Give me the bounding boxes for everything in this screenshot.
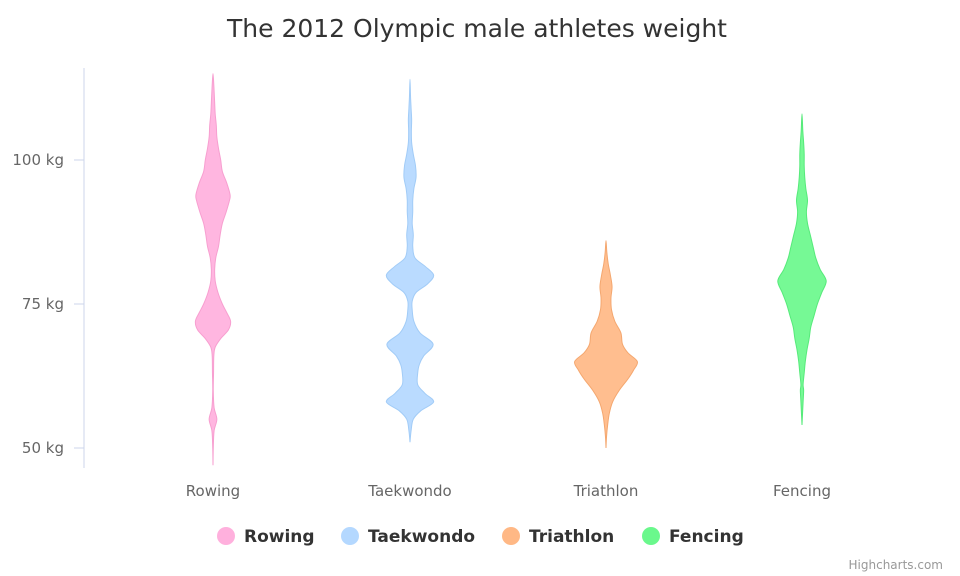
violin-triathlon[interactable] [573,240,639,449]
violin-taekwondo[interactable] [385,78,435,443]
x-category-label: Triathlon [573,482,639,500]
violin-rowing[interactable] [194,73,232,466]
x-axis: Rowing Taekwondo Triathlon Fencing [186,482,831,500]
x-category-label: Rowing [186,482,240,500]
y-tick-label: 100 kg [12,151,64,169]
legend-marker [217,527,235,545]
legend-label: Rowing [244,527,315,547]
legend-item-rowing[interactable]: Rowing [217,527,315,547]
y-tick-label: 50 kg [22,439,64,457]
legend-label: Triathlon [529,527,614,547]
legend-item-fencing[interactable]: Fencing [642,527,744,547]
x-category-label: Taekwondo [367,482,451,500]
legend-marker [502,527,520,545]
x-category-label: Fencing [773,482,831,500]
y-axis: 50 kg 75 kg 100 kg [12,151,84,457]
legend-label: Taekwondo [368,527,475,547]
legend-marker [642,527,660,545]
legend-item-triathlon[interactable]: Triathlon [502,527,614,547]
y-tick-label: 75 kg [22,295,64,313]
legend: Rowing Taekwondo Triathlon Fencing [217,527,744,547]
credits-link[interactable]: Highcharts.com [849,558,943,572]
violin-fencing[interactable] [777,113,827,425]
legend-item-taekwondo[interactable]: Taekwondo [341,527,475,547]
legend-marker [341,527,359,545]
chart-title: The 2012 Olympic male athletes weight [226,14,727,43]
legend-label: Fencing [669,527,744,547]
plot-area [194,73,827,466]
